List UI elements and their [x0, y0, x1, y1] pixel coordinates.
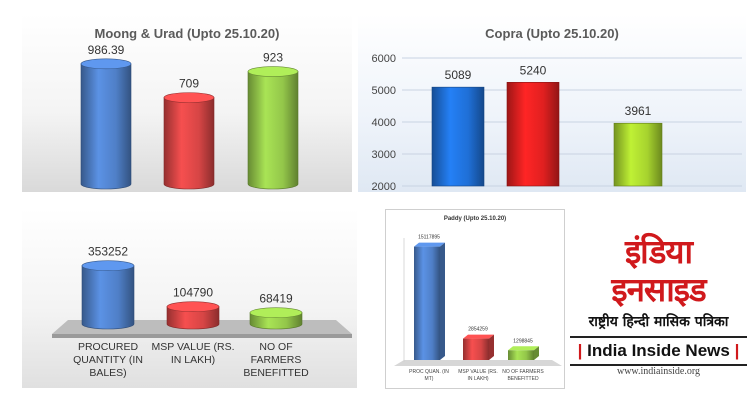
bar [166, 306, 220, 330]
x-tick-label: QUANTITY (IN [73, 354, 143, 366]
data-label: 3961 [625, 104, 652, 118]
x-tick-label: NO OF [259, 341, 292, 353]
paddy-chart: Paddy (Upto 25.10.20) 15117895 2854259 129… [385, 209, 565, 389]
data-label: 68419 [259, 292, 293, 306]
copra-bars: 6000 5000 4000 3000 2000 5089 5240 3961 [372, 53, 742, 192]
data-label: 923 [263, 51, 283, 65]
bar-top [80, 58, 132, 70]
data-label: 104790 [173, 286, 213, 300]
y-tick-label: 3000 [372, 149, 396, 161]
data-label: 986.39 [88, 43, 125, 57]
bar [247, 71, 299, 190]
bar [431, 86, 485, 187]
bar-side [534, 346, 539, 360]
data-label: 5240 [520, 63, 547, 77]
x-tick-label: MSP VALUE (RS. [458, 369, 498, 375]
data-label: 2854259 [468, 327, 488, 333]
floor [394, 360, 562, 366]
chart-title: Copra (Upto 25.10.20) [485, 26, 619, 41]
data-label: 1298845 [513, 338, 533, 344]
bar-top [508, 346, 539, 351]
moong-urad-bars: 986.39 709 923 [80, 43, 299, 190]
chart-title: Paddy (Upto 25.10.20) [443, 216, 507, 222]
logo-tagline: राष्ट्रीय हिन्दी मासिक पत्रिका [588, 314, 729, 330]
y-tick-label: 6000 [372, 53, 396, 65]
data-label: 709 [179, 77, 199, 91]
x-tick-label: IN LAKH) [467, 376, 488, 382]
bar-top [163, 92, 215, 103]
bar [414, 246, 440, 360]
x-tick-label: NO OF FARMERS [502, 369, 544, 375]
logo-line-2: इनसाइड [611, 270, 706, 309]
bar [80, 63, 132, 190]
moong-urad-chart: Moong & Urad (Upto 25.10.20) 986.39 709 92… [22, 14, 352, 192]
y-tick-label: 5000 [372, 85, 396, 97]
bar-side [489, 334, 494, 360]
bar [81, 265, 135, 330]
copra-chart: Copra (Upto 25.10.20) 6000 5000 4000 3000 20… [358, 14, 746, 192]
bar-top [249, 307, 303, 319]
x-tick-label: PROC QUAN. (IN [409, 369, 449, 375]
bar-top [247, 66, 299, 77]
data-label: 353252 [88, 245, 128, 259]
x-tick-label: IN LAKH) [171, 354, 215, 366]
bar-top [463, 334, 494, 339]
floor-edge [52, 334, 352, 338]
x-tick-label: BALES) [89, 367, 126, 379]
logo-pipe-left: | [577, 341, 583, 360]
bar [163, 97, 215, 190]
y-tick-label: 2000 [372, 181, 396, 192]
bar-top [81, 260, 135, 272]
bar [613, 122, 663, 187]
x-tick-label: BENEFITTED [243, 367, 309, 379]
data-label: 5089 [445, 68, 472, 82]
bar [463, 338, 489, 360]
bar [508, 350, 534, 360]
chart-title: Moong & Urad (Upto 25.10.20) [94, 26, 280, 41]
x-tick-label: PROCURED [78, 341, 139, 353]
y-tick-label: 4000 [372, 117, 396, 129]
x-tick-label: MSP VALUE (RS. [151, 341, 234, 353]
bar [506, 82, 560, 187]
logo-line-1: इंडिया [624, 232, 693, 271]
x-tick-label: BENEFITTED [507, 376, 539, 382]
india-inside-logo: इंडिया इनसाइड राष्ट्रीय हिन्दी मासिक पत्… [567, 228, 750, 383]
logo-name: India Inside News [587, 341, 730, 360]
bar-top [414, 242, 445, 247]
x-tick-label: FARMERS [251, 354, 302, 366]
bar-top [166, 301, 220, 313]
x-tick-label: MT) [425, 376, 434, 382]
logo-name-bar: | India Inside News | [570, 336, 747, 366]
procurement-chart: 353252 104790 68419 PROCURED QUANTITY (IN BAL… [22, 208, 357, 388]
logo-website: www.indiainside.org [616, 366, 701, 377]
logo-pipe-right: | [734, 341, 740, 360]
bar-side [440, 242, 445, 360]
data-label: 15117895 [418, 235, 440, 241]
